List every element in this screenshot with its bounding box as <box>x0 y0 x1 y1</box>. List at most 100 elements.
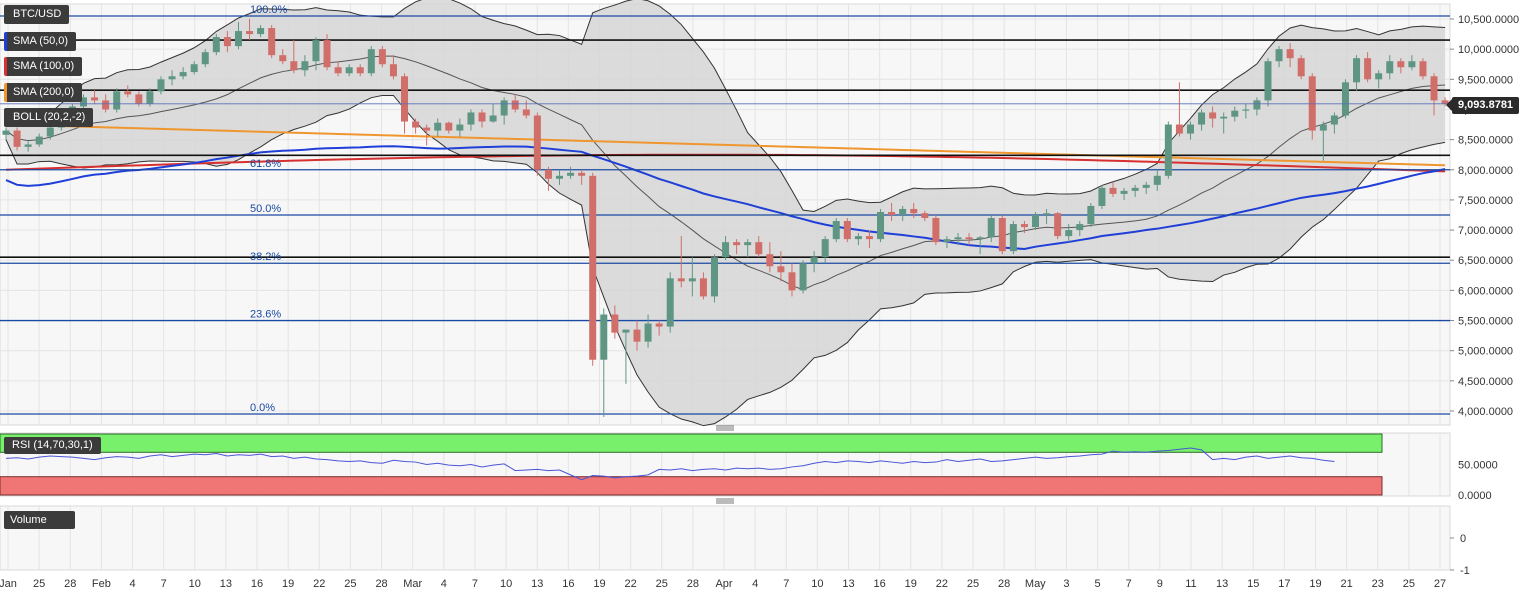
candle-body <box>246 31 254 35</box>
candle <box>865 230 873 249</box>
candle <box>777 251 785 282</box>
y-tick-label: 7,500.0000 <box>1458 195 1513 207</box>
candle <box>290 40 298 74</box>
rsi-oversold-zone <box>0 476 1383 496</box>
legend-pair[interactable]: BTC/USD <box>4 5 70 24</box>
candle-body <box>511 100 519 110</box>
candle-body <box>1142 184 1150 188</box>
candle-body <box>1087 205 1095 225</box>
candle <box>1109 181 1117 197</box>
candle-body <box>1242 109 1250 111</box>
candle-body <box>1408 61 1416 68</box>
candle-body <box>1253 100 1261 110</box>
legend-sma50[interactable]: SMA (50,0) <box>4 32 77 51</box>
x-tick-label: Jan <box>0 578 17 590</box>
y-tick-label: 5,000.0000 <box>1458 346 1513 358</box>
candle-body <box>821 239 829 258</box>
candle <box>622 329 630 384</box>
candle <box>279 49 287 65</box>
x-tick-label: 4 <box>441 578 447 590</box>
candle-body <box>699 278 707 297</box>
candle-body <box>877 211 885 240</box>
candle <box>710 254 718 303</box>
candle-body <box>910 208 918 214</box>
candle <box>1264 58 1272 107</box>
candle <box>79 94 87 110</box>
candle <box>677 236 685 288</box>
candle <box>35 133 43 147</box>
candle-body <box>865 236 873 240</box>
candle <box>1242 103 1250 119</box>
candle-body <box>1297 58 1305 77</box>
candle-body <box>1441 100 1449 104</box>
x-tick-label: 13 <box>1216 578 1228 590</box>
candle <box>1275 46 1283 68</box>
x-tick-label: 10 <box>189 578 201 590</box>
candle <box>766 242 774 273</box>
candle <box>1131 184 1139 197</box>
x-tick-label: 28 <box>687 578 699 590</box>
legend-boll[interactable]: BOLL (20,2,-2) <box>4 108 94 127</box>
candle <box>877 208 885 243</box>
rsi-label[interactable]: RSI (14,70,30,1) <box>4 437 101 454</box>
candle-body <box>91 97 99 101</box>
y-tick-label: 8,000.0000 <box>1458 165 1513 177</box>
x-tick-label: 10 <box>811 578 823 590</box>
candle <box>257 25 265 38</box>
candle <box>179 67 187 80</box>
candle <box>1308 73 1316 140</box>
legend-sma200[interactable]: SMA (200,0) <box>4 83 83 102</box>
candle-body <box>1131 187 1139 191</box>
x-tick-label: Apr <box>715 578 732 590</box>
candle <box>1186 121 1194 140</box>
candle <box>888 202 896 222</box>
candle <box>722 236 730 261</box>
candle <box>389 55 397 80</box>
panel-resize-handle[interactable] <box>716 425 734 431</box>
candle-body <box>633 329 641 342</box>
candle <box>113 88 121 113</box>
x-tick-label: Feb <box>92 578 111 590</box>
volume-label[interactable]: Volume <box>4 511 75 529</box>
legend-sma100[interactable]: SMA (100,0) <box>4 57 83 76</box>
candle <box>1353 55 1361 92</box>
candle-body <box>401 76 409 122</box>
fib-label: 100.0% <box>250 4 288 16</box>
candle-body <box>234 31 242 47</box>
y-tick-label: 6,500.0000 <box>1458 255 1513 267</box>
candle-body <box>1153 175 1161 185</box>
candle <box>1098 184 1106 209</box>
candle-body <box>710 257 718 297</box>
candle-body <box>2 130 10 135</box>
candle-body <box>1286 49 1294 59</box>
candle <box>478 109 486 128</box>
candle <box>1076 221 1084 237</box>
candle-body <box>445 122 453 131</box>
candle <box>423 124 431 146</box>
candle-body <box>777 266 785 273</box>
candle-body <box>1054 213 1062 237</box>
candle-body <box>655 323 663 327</box>
x-tick-label: 28 <box>375 578 387 590</box>
candle <box>965 233 973 246</box>
candle-body <box>1264 61 1272 101</box>
fib-label: 38.2% <box>250 251 281 263</box>
fib-label: 23.6% <box>250 309 281 321</box>
candle <box>124 85 132 98</box>
candle-body <box>356 67 364 74</box>
candle-body <box>467 112 475 125</box>
panel-resize-handle[interactable] <box>716 498 734 504</box>
candle-body <box>522 109 530 116</box>
candle <box>212 34 220 56</box>
y-tick-label: 10,500.0000 <box>1458 14 1519 26</box>
x-tick-label: 4 <box>752 578 758 590</box>
candle-body <box>1098 187 1106 206</box>
x-tick-label: 9 <box>1157 578 1163 590</box>
candle <box>234 22 242 50</box>
candle <box>1009 221 1017 255</box>
candle-body <box>1198 112 1206 125</box>
y-tick-label: 4,500.0000 <box>1458 376 1513 388</box>
candle <box>168 70 176 86</box>
fib-label: 0.0% <box>250 402 275 414</box>
